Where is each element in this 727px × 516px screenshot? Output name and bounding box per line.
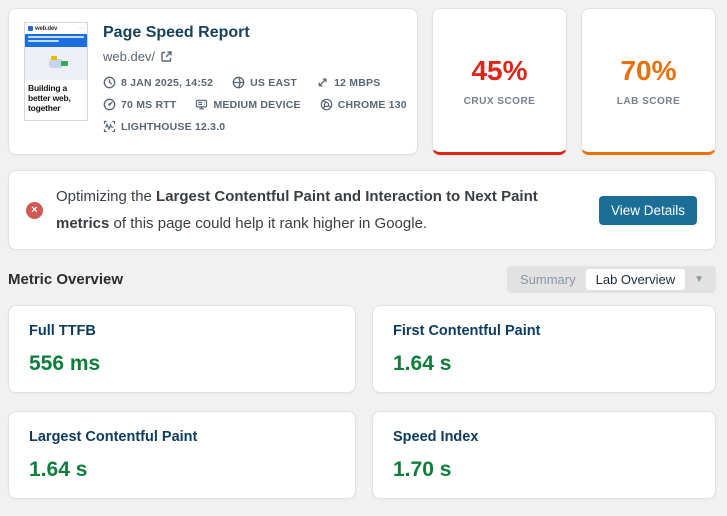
test-bandwidth: 12 MBPS <box>316 76 380 89</box>
thumbnail-menu-dots: ··· <box>79 25 84 32</box>
test-lighthouse-version: LIGHTHOUSE 12.3.0 <box>103 120 225 133</box>
metric-card-first-contentful-paint: First Contentful Paint 1.64 s <box>372 305 716 393</box>
device-icon <box>195 98 208 111</box>
lab-score-value: 70% <box>620 54 677 86</box>
metric-name: Speed Index <box>393 429 479 445</box>
metric-card-full-ttfb: Full TTFB 556 ms <box>8 305 356 393</box>
toggle-summary[interactable]: Summary <box>519 272 576 287</box>
lighthouse-icon <box>103 120 116 133</box>
webdev-logo-icon <box>28 26 33 31</box>
metric-value: 556 ms <box>29 352 101 375</box>
metric-value: 1.64 s <box>29 458 88 481</box>
test-datetime: 8 JAN 2025, 14:52 <box>103 76 213 89</box>
external-link-icon[interactable] <box>160 50 173 63</box>
report-summary-card: web.dev ··· Building a better web, toget… <box>8 8 418 155</box>
crux-score-value: 45% <box>471 54 528 86</box>
lab-score-card: 70% LAB SCORE <box>581 8 716 155</box>
alert-banner: × Optimizing the Largest Contentful Pain… <box>8 170 716 250</box>
lab-score-label: LAB SCORE <box>616 95 681 107</box>
section-title: Metric Overview <box>8 271 124 288</box>
thumbnail-caption: Building a better web, together <box>28 83 71 114</box>
metric-name: Largest Contentful Paint <box>29 429 198 445</box>
metric-card-largest-contentful-paint: Largest Contentful Paint 1.64 s <box>8 411 356 499</box>
metric-card-speed-index: Speed Index 1.70 s <box>372 411 716 499</box>
metric-grid: Full TTFB 556 ms First Contentful Paint … <box>8 305 716 499</box>
region-icon <box>232 76 245 89</box>
rtt-gauge-icon <box>103 98 116 111</box>
error-x-icon: × <box>26 201 43 219</box>
clock-icon <box>103 76 116 89</box>
browser-icon <box>320 98 333 111</box>
test-browser: CHROME 130 <box>320 98 407 111</box>
page-thumbnail: web.dev ··· Building a better web, toget… <box>24 22 88 121</box>
metric-name: Full TTFB <box>29 323 96 339</box>
metric-overview-header: Metric Overview Summary Lab Overview ▼ <box>8 266 716 293</box>
toggle-lab-overview[interactable]: Lab Overview <box>585 269 686 290</box>
crux-score-label: CRUX SCORE <box>463 95 536 107</box>
test-region: US EAST <box>232 76 297 89</box>
crux-score-card: 45% CRUX SCORE <box>432 8 567 155</box>
page-url-link[interactable]: web.dev/ <box>103 49 156 64</box>
thumbnail-banner <box>25 34 87 47</box>
test-device: MEDIUM DEVICE <box>195 98 300 111</box>
alert-message-bold: Largest Contentful Paint and Interaction… <box>56 188 538 232</box>
metric-value: 1.64 s <box>393 352 452 375</box>
alert-message: Optimizing the Largest Contentful Paint … <box>56 188 538 232</box>
test-rtt: 70 MS RTT <box>103 98 176 111</box>
view-toggle: Summary Lab Overview ▼ <box>506 266 716 293</box>
bandwidth-icon <box>316 76 329 89</box>
chevron-down-icon[interactable]: ▼ <box>694 274 704 285</box>
thumbnail-illustration <box>25 47 87 80</box>
metric-value: 1.70 s <box>393 458 452 481</box>
metric-name: First Contentful Paint <box>393 323 541 339</box>
thumbnail-brand: web.dev <box>35 25 58 32</box>
top-row: web.dev ··· Building a better web, toget… <box>8 8 716 155</box>
view-details-button[interactable]: View Details <box>598 195 697 225</box>
page-title: Page Speed Report <box>103 24 250 41</box>
page-speed-dashboard: web.dev ··· Building a better web, toget… <box>8 8 716 499</box>
